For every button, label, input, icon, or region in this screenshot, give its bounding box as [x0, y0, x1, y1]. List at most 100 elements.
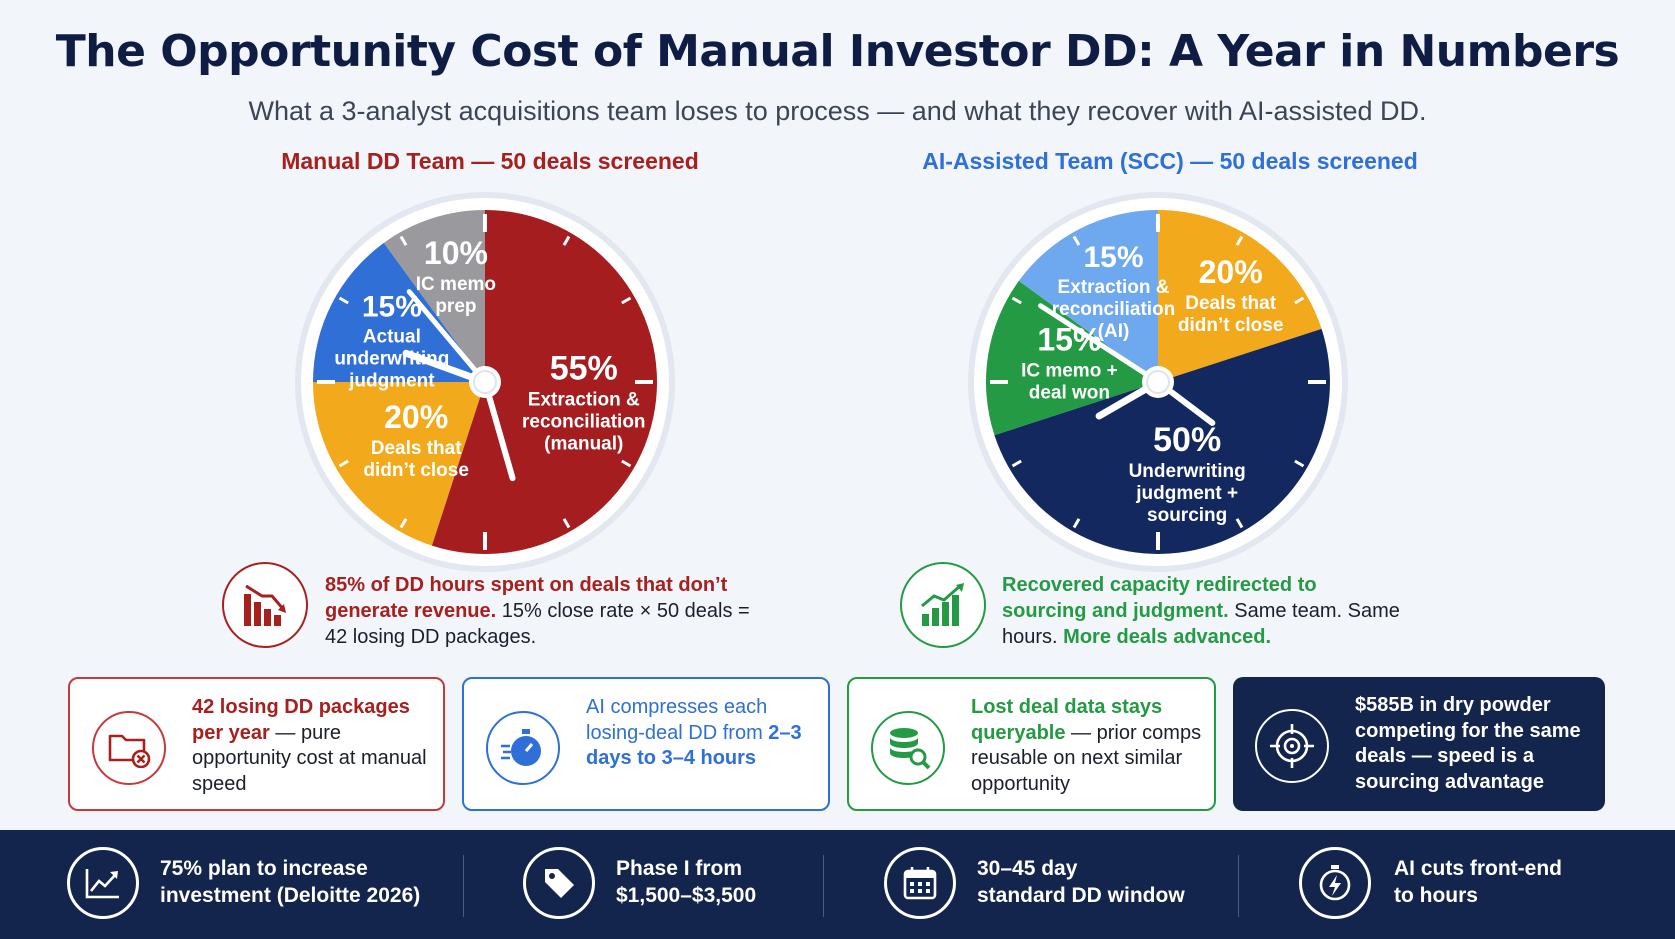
timer-bolt-icon [1299, 847, 1371, 919]
clock-tick [1294, 296, 1305, 305]
slice-category-label: didn’t close [363, 460, 469, 481]
ai-note-highlight: Recovered capacity redirected to sourcin… [1002, 574, 1317, 622]
slice-category-label: Actual [363, 326, 421, 347]
footer-stat-phase-one-line2: $1,500–$3,500 [616, 884, 757, 907]
card-lost-deal-data-detail: — prior comps reusable on next similar o… [971, 721, 1202, 795]
clock-tick [621, 459, 632, 468]
clock-tick [338, 296, 349, 305]
stats-footer: 75% plan to increase investment (Deloitt… [0, 830, 1675, 939]
card-ai-compression-text: AI compresses each losing-deal DD from 2… [586, 695, 816, 772]
slice-category-label: (manual) [544, 434, 623, 455]
footer-stat-dd-window: 30–45 day standard DD window [826, 830, 1236, 939]
clock-tick [562, 518, 571, 529]
clock-tick [1294, 459, 1305, 468]
slice-category-label: Extraction & [528, 390, 640, 411]
slice-category-label: underwriting [334, 348, 449, 369]
card-dry-powder-text: $585B in dry powder competing for the sa… [1355, 693, 1593, 795]
pie-slice [383, 210, 485, 382]
clock-tick [1235, 518, 1244, 529]
footer-stat-phase-one-line1: Phase I from [616, 857, 743, 880]
stopwatch-icon [486, 711, 560, 785]
folder-x-icon [92, 711, 166, 785]
pie-slice [313, 242, 485, 382]
footer-stat-investment: 75% plan to increase investment (Deloitt… [0, 830, 460, 939]
clock-tick [1235, 235, 1244, 246]
clock-tick [1072, 518, 1081, 529]
card-lost-deal-data-text: Lost deal data stays queryable — prior c… [971, 695, 1202, 797]
slice-category-label: reconciliation [1052, 299, 1176, 320]
target-icon [1255, 709, 1329, 783]
slice-category-label: IC memo [416, 274, 496, 295]
card-losing-packages: 42 losing DD packages per year — pure op… [68, 677, 445, 811]
clock-tick [1072, 235, 1081, 246]
slice-category-label: (AI) [1098, 321, 1130, 342]
pie-slice [1158, 210, 1322, 382]
ai-note-closing: More deals advanced. [1063, 626, 1272, 648]
slice-percent-label: 50% [1153, 421, 1221, 459]
slice-category-label: judgment [348, 370, 435, 391]
slice-category-label: Deals that [1185, 293, 1276, 314]
card-losing-packages-highlight: 42 losing DD packages per year [192, 696, 410, 744]
slice-percent-label: 20% [1199, 254, 1263, 290]
pie-slice [986, 280, 1158, 436]
database-search-icon [871, 711, 945, 785]
card-dry-powder: $585B in dry powder competing for the sa… [1233, 677, 1605, 811]
clock-hand [482, 379, 516, 482]
footer-stat-dd-window-line1: 30–45 day [977, 857, 1078, 880]
footer-stat-phase-one: Phase I from $1,500–$3,500 [466, 830, 821, 939]
clock-hand [1038, 303, 1161, 385]
footer-divider [823, 855, 824, 917]
manual-note-highlight: 85% of DD hours spent on deals that don’… [325, 574, 728, 622]
calendar-icon [884, 847, 956, 919]
footer-stat-dd-window-line2: standard DD window [977, 884, 1185, 907]
trend-up-icon [67, 847, 139, 919]
card-losing-packages-text: 42 losing DD packages per year — pure op… [192, 695, 431, 797]
footer-stat-ai-front-end-line1: AI cuts front-end [1394, 857, 1562, 880]
slice-category-label: Extraction & [1058, 277, 1170, 298]
declining-bar-chart-icon [222, 562, 308, 648]
card-lost-deal-data-highlight: Lost deal data stays queryable [971, 696, 1163, 744]
slice-percent-label: 15% [1083, 241, 1143, 274]
pie-slice [994, 328, 1330, 554]
card-ai-compression-highlight: 2–3 days to 3–4 hours [586, 721, 802, 770]
manual-note-detail: 15% close rate × 50 deals = 42 losing DD… [325, 600, 750, 648]
slice-category-label: sourcing [1147, 505, 1227, 526]
pie-slice [431, 210, 657, 554]
slice-category-label: Deals that [371, 438, 462, 459]
rising-bar-chart-icon [900, 562, 986, 648]
slice-category-label: judgment + [1135, 483, 1238, 504]
clock-tick [399, 518, 408, 529]
footer-stat-ai-front-end-line2: to hours [1394, 884, 1478, 907]
ai-chart-title: AI-Assisted Team (SCC) — 50 deals screen… [922, 148, 1418, 174]
slice-category-label: IC memo + [1021, 360, 1118, 381]
card-ai-compression: AI compresses each losing-deal DD from 2… [462, 677, 830, 811]
card-ai-compression-detail: AI compresses each losing-deal DD from [586, 696, 769, 744]
pie-slice [313, 382, 485, 546]
footer-stat-ai-front-end: AI cuts front-end to hours [1241, 830, 1671, 939]
clock-tick [1011, 459, 1022, 468]
manual-summary-note: 85% of DD hours spent on deals that don’… [325, 572, 765, 650]
clock-center-cap [1146, 370, 1170, 394]
footer-divider [1238, 855, 1239, 917]
slice-category-label: didn’t close [1178, 315, 1284, 336]
card-dry-powder-detail: $585B in dry powder competing for the sa… [1355, 694, 1581, 793]
slice-percent-label: 10% [424, 235, 488, 271]
slice-category-label: Underwriting [1129, 461, 1246, 482]
slice-percent-label: 55% [550, 350, 618, 388]
pie-slice [1018, 210, 1158, 382]
slice-category-label: deal won [1029, 382, 1110, 403]
clock-tick [338, 459, 349, 468]
page-title: The Opportunity Cost of Manual Investor … [55, 26, 1620, 77]
clock-tick [562, 235, 571, 246]
clock-hand [406, 289, 488, 385]
card-lost-deal-data: Lost deal data stays queryable — prior c… [847, 677, 1216, 811]
footer-stat-investment-line1: 75% plan to increase [160, 857, 368, 880]
ai-summary-note: Recovered capacity redirected to sourcin… [1002, 572, 1402, 650]
page-subtitle: What a 3-analyst acquisitions team loses… [248, 96, 1427, 126]
clock-tick [399, 235, 408, 246]
clock-tick [621, 296, 632, 305]
manual-dd-clock-chart: 55%Extraction &reconciliation(manual) 20%… [295, 192, 675, 572]
card-losing-packages-detail: — pure opportunity cost at manual speed [192, 721, 427, 795]
footer-stat-investment-line2: investment (Deloitte 2026) [160, 884, 421, 907]
